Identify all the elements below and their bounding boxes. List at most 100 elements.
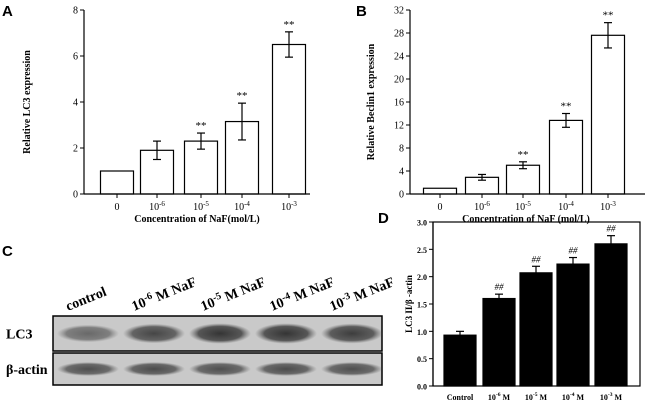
error-bar: [238, 102, 246, 141]
tick-label-unit: M: [501, 393, 511, 402]
error-bar: [519, 161, 527, 170]
x-tick-label: 10-6: [149, 200, 165, 213]
blot-band: [123, 362, 185, 376]
error-bar: [607, 235, 615, 253]
y-tick-label: 4: [73, 98, 78, 109]
bar: [556, 263, 590, 387]
tick-label-base: 0: [115, 202, 120, 213]
y-tick-label: 0.0: [417, 383, 427, 392]
lane-label-exponent: -4: [280, 291, 292, 304]
x-tick-label: 10-4: [234, 200, 250, 213]
tick-label-base: 10: [149, 202, 159, 213]
tick-label-unit: M: [538, 393, 548, 402]
y-tick-label: 8: [399, 144, 404, 155]
bar: [482, 297, 516, 387]
significance-label: ##: [607, 224, 617, 234]
x-tick-label: 0: [438, 202, 443, 213]
blot-band: [57, 324, 119, 343]
tick-label-base: 10: [193, 202, 203, 213]
y-tick-label: 1.0: [417, 328, 427, 337]
tick-label-exponent: -4: [568, 200, 574, 208]
blot-band: [321, 362, 383, 376]
error-bar: [478, 173, 486, 181]
y-axis-label: LC3 II/β -actin: [404, 275, 414, 333]
error-bar: [562, 112, 570, 128]
lane-label-base: 10: [199, 296, 218, 315]
bar: [519, 272, 553, 387]
blot-row-label: LC3: [6, 328, 32, 343]
x-tick-label: 10-3: [281, 200, 297, 213]
tick-label-exponent: -3: [608, 392, 613, 398]
lane-label-base: 10: [328, 296, 347, 315]
significance-label: **: [196, 120, 207, 132]
bar: [505, 164, 541, 195]
x-tick-label: 0: [115, 202, 120, 213]
error-bar: [495, 293, 503, 304]
tick-label-base: 10: [562, 393, 570, 402]
bar: [443, 334, 477, 387]
error-bar: [532, 265, 540, 280]
significance-label: ##: [532, 254, 542, 264]
tick-label-exponent: -4: [570, 392, 575, 398]
bar: [422, 187, 458, 195]
tick-label-unit: M: [575, 393, 585, 402]
lane-label: control: [64, 285, 109, 315]
tick-label-exponent: -5: [203, 200, 209, 208]
y-axis-label: Relative LC3 expression: [22, 50, 33, 154]
y-tick-label: 1.5: [417, 301, 427, 310]
tick-label-exponent: -5: [525, 200, 531, 208]
lane-label-exponent: -5: [211, 291, 223, 304]
lane-label-text: control: [64, 285, 109, 315]
tick-label-exponent: -6: [159, 200, 165, 208]
blot-band: [123, 323, 185, 344]
blot-band: [255, 362, 317, 376]
lane-label: 10-5 M NaF: [198, 273, 268, 314]
error-bar: [569, 256, 577, 272]
blot-band: [189, 362, 251, 376]
x-axis-label: Concentration of NaF(mol/L): [134, 214, 260, 225]
significance-label: **: [603, 10, 614, 22]
blot-band: [255, 323, 317, 344]
lane-label-unit: M NaF: [220, 275, 268, 306]
tick-label-base: 10: [515, 202, 525, 213]
y-tick-label: 0: [399, 190, 404, 201]
chart-lc3-ii-beta-actin: Control##10-6 M##10-5 M##10-4 M##10-3 M0…: [404, 219, 641, 402]
significance-label: ##: [495, 282, 505, 292]
bar: [548, 119, 584, 195]
blot-band: [189, 323, 251, 344]
y-tick-label: 0: [73, 190, 78, 201]
lane-label: 10-4 M NaF: [267, 273, 337, 314]
y-tick-label: 28: [394, 29, 404, 40]
y-tick-label: 32: [394, 6, 404, 17]
error-bar: [285, 31, 293, 58]
x-tick-label: 10-4: [558, 200, 574, 213]
lane-label: 10-6 M NaF: [129, 273, 199, 314]
y-tick-label: 2: [73, 144, 78, 155]
error-bar: [456, 330, 464, 340]
y-tick-label: 2.5: [417, 246, 427, 255]
x-tick-label: 10-5: [193, 200, 209, 213]
blot-row: β-actin: [6, 352, 383, 386]
panel-letter-b: B: [356, 3, 367, 20]
bar: [590, 34, 626, 195]
bar: [99, 170, 135, 195]
y-tick-label: 8: [73, 6, 78, 17]
tick-label-base: 10: [600, 393, 608, 402]
tick-label-base: 10: [525, 393, 533, 402]
lane-label-base: 10: [130, 296, 149, 315]
error-bar: [604, 22, 612, 49]
lane-label-exponent: -3: [340, 291, 352, 304]
tick-label-base: 10: [474, 202, 484, 213]
blot-band: [57, 362, 119, 376]
lane-label-unit: M NaF: [349, 275, 397, 306]
tick-label-exponent: -6: [484, 200, 490, 208]
lane-label-base: 10: [268, 296, 287, 315]
lane-label-exponent: -6: [142, 291, 154, 304]
x-tick-label: 10-6 M: [488, 392, 511, 402]
y-tick-label: 24: [394, 52, 404, 63]
error-bar: [153, 140, 161, 161]
x-tick-label: 10-5 M: [525, 392, 548, 402]
tick-label-exponent: -4: [244, 200, 250, 208]
y-tick-label: 4: [399, 167, 404, 178]
